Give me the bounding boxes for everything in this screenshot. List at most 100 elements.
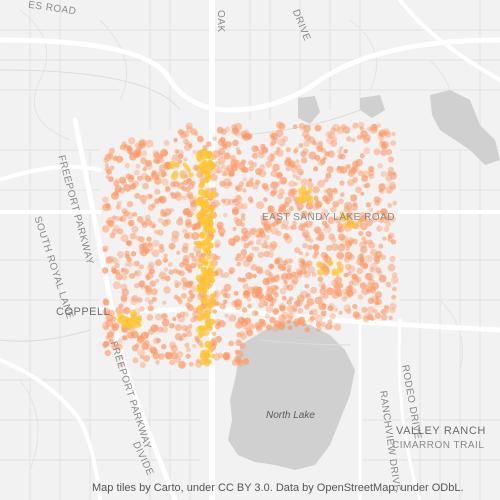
incident-point <box>292 271 300 279</box>
incident-point <box>221 128 227 135</box>
incident-point <box>389 307 396 314</box>
incident-point <box>266 285 272 291</box>
incident-point <box>363 239 369 245</box>
incident-point <box>334 307 339 312</box>
incident-point <box>143 332 150 338</box>
incident-point <box>314 296 323 305</box>
incident-point <box>318 302 327 311</box>
incident-point <box>241 254 246 259</box>
incident-point <box>178 216 183 222</box>
incident-point <box>374 300 380 306</box>
incident-point <box>208 227 216 235</box>
incident-point <box>263 197 268 202</box>
incident-point <box>122 335 127 341</box>
incident-point <box>102 248 108 253</box>
incident-point <box>391 276 399 284</box>
incident-point <box>364 134 371 142</box>
incident-point <box>265 293 273 302</box>
incident-point <box>169 163 175 170</box>
incident-point <box>357 170 364 177</box>
incident-point <box>114 185 123 193</box>
incident-point <box>320 310 327 317</box>
incident-point <box>201 161 206 166</box>
incident-point <box>173 294 179 300</box>
incident-point <box>126 145 133 152</box>
incident-point <box>247 303 252 309</box>
incident-point <box>172 316 177 322</box>
incident-point <box>298 143 304 148</box>
incident-point <box>234 256 239 262</box>
incident-point <box>207 163 215 171</box>
incident-point <box>326 287 334 296</box>
incident-point <box>192 344 197 348</box>
incident-point <box>300 185 307 191</box>
incident-point <box>297 317 305 325</box>
incident-point <box>281 266 287 271</box>
incident-point <box>359 282 367 289</box>
incident-point <box>197 332 203 339</box>
incident-point <box>354 312 362 321</box>
incident-point <box>203 298 210 305</box>
incident-point <box>231 124 238 131</box>
incident-point <box>126 257 132 263</box>
incident-point <box>104 163 109 168</box>
incident-point <box>199 279 205 285</box>
incident-point <box>347 240 353 247</box>
incident-point <box>308 310 314 315</box>
incident-point <box>308 178 313 183</box>
incident-point <box>264 225 273 234</box>
incident-point <box>270 153 275 158</box>
incident-point <box>352 238 358 245</box>
incident-point <box>286 299 292 305</box>
incident-point <box>321 285 326 290</box>
incident-point <box>231 359 239 366</box>
incident-point <box>189 201 196 207</box>
incident-point <box>122 334 129 341</box>
incident-point <box>214 160 221 168</box>
incident-point <box>176 250 181 255</box>
incident-point <box>184 263 192 272</box>
incident-point <box>287 264 292 270</box>
incident-point <box>133 260 140 267</box>
incident-point <box>212 199 220 208</box>
incident-point <box>327 303 336 311</box>
incident-point <box>366 272 375 281</box>
incident-point <box>132 357 139 364</box>
incident-point <box>363 183 368 189</box>
road-label-cimarron-trail: CIMARRON TRAIL <box>392 440 485 451</box>
incident-point <box>335 272 340 277</box>
incident-point <box>154 188 161 195</box>
map-attribution[interactable]: Map tiles by Carto, under CC BY 3.0. Dat… <box>92 482 464 494</box>
incident-point <box>300 150 307 158</box>
incident-point <box>201 154 207 160</box>
incident-point <box>161 343 167 350</box>
incident-point <box>113 180 120 187</box>
incident-point <box>119 176 127 184</box>
incident-point <box>355 158 363 167</box>
incident-point <box>126 211 134 220</box>
incident-point <box>381 143 388 150</box>
incident-point <box>186 178 192 183</box>
incident-point <box>391 272 398 278</box>
incident-point <box>277 208 283 213</box>
incident-point <box>352 303 358 310</box>
incident-point <box>209 207 215 213</box>
incident-point <box>375 267 382 274</box>
incident-point <box>216 166 223 174</box>
incident-point <box>246 329 254 337</box>
incident-point <box>217 156 226 165</box>
incident-point <box>115 216 120 222</box>
incident-point <box>174 283 180 289</box>
incident-point <box>134 269 142 277</box>
incident-point <box>171 230 180 239</box>
incident-point <box>273 320 282 328</box>
incident-point <box>244 132 252 140</box>
incident-point <box>188 143 193 149</box>
incident-point <box>177 281 182 286</box>
incident-point <box>301 321 307 327</box>
incident-point <box>327 305 334 312</box>
incident-point <box>111 228 118 235</box>
incident-point <box>208 260 214 266</box>
incident-point <box>286 268 291 273</box>
